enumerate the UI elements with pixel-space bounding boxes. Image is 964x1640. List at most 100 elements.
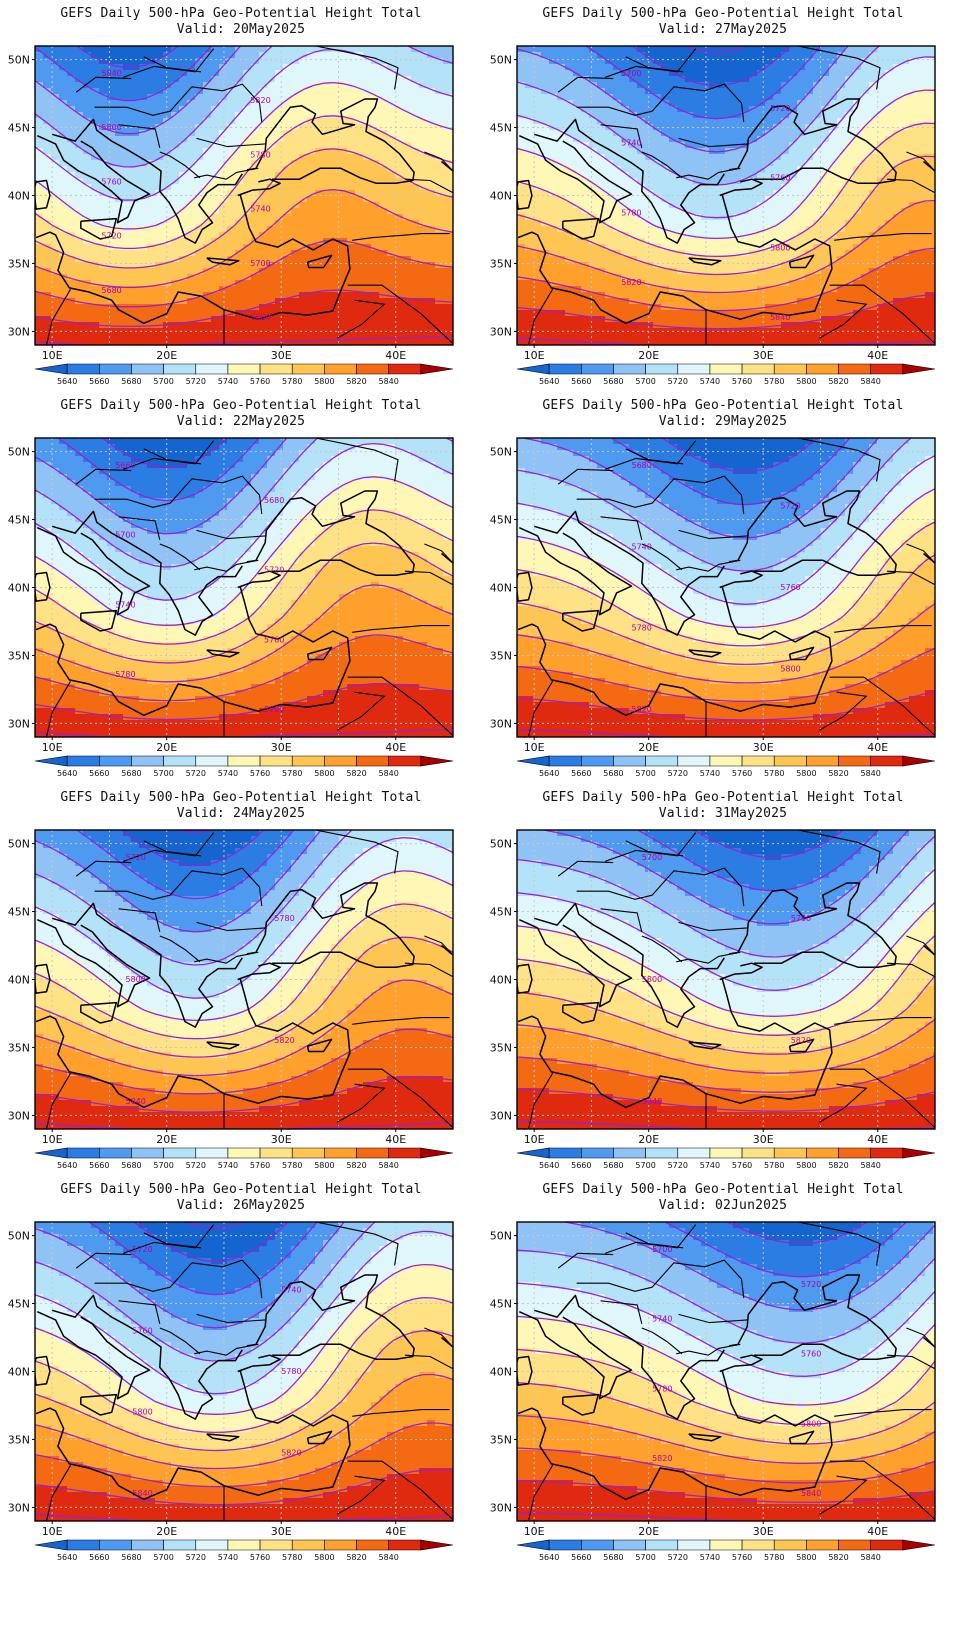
colorbar-swatch — [613, 1147, 646, 1159]
colorbar-swatch — [34, 363, 68, 375]
colorbar-label: 5800 — [796, 377, 816, 386]
contour-lines — [35, 830, 453, 1129]
panel-title: GEFS Daily 500-hPa Geo-Potential Height … — [482, 6, 964, 38]
contour-labels: 5840 5820 5800 5780 5760 5740 5720 5700 5680 5660 — [101, 69, 270, 322]
lon-tick-label: 40E — [385, 1525, 406, 1538]
contour-label: 5840 — [126, 1097, 146, 1106]
panel-valid-date: Valid: 29May2025 — [482, 414, 964, 430]
coastlines — [517, 882, 935, 1109]
colorbar-label: 5840 — [379, 1161, 399, 1170]
map-panel: 5720 5740 5760 5780 5800 5820 5840 50N 45N 40N 35N… — [0, 1176, 482, 1586]
map-panel: 5680 5720 5740 5760 5780 5800 5820 50N 45N 40N 35N… — [482, 392, 964, 802]
colorbar-swatch — [613, 363, 646, 375]
map-svg: 5700 5780 5800 5820 5840 50N 45N 40N 35N 30N 10E 20… — [490, 829, 936, 1170]
contour-label: 5800 — [264, 705, 284, 714]
panel-title: GEFS Daily 500-hPa Geo-Potential Height … — [0, 6, 482, 38]
panel-title-line: GEFS Daily 500-hPa Geo-Potential Height … — [482, 398, 964, 414]
colorbar-label: 5720 — [186, 1553, 206, 1562]
lat-tick-label: 40N — [490, 582, 512, 595]
colorbar-swatch — [516, 363, 550, 375]
lat-tick-label: 40N — [8, 1366, 30, 1379]
lon-tick-label: 30E — [271, 1525, 292, 1538]
colorbar-swatch — [548, 1147, 582, 1159]
contour-label: 5740 — [652, 1315, 672, 1324]
lat-tick-label: 30N — [490, 717, 512, 730]
colorbar-label: 5800 — [796, 1553, 816, 1562]
contour-label: 5760 — [770, 174, 790, 183]
lon-tick-label: 10E — [42, 1133, 63, 1146]
colorbar-swatch — [227, 363, 261, 375]
colorbar-swatch — [324, 1147, 357, 1159]
colorbar-swatch — [902, 363, 936, 375]
contour-label: 5680 — [264, 496, 284, 505]
colorbar-swatch — [870, 363, 904, 375]
colorbar: 5640 5660 5680 5700 5720 5740 5760 5780 5800 5820… — [516, 1539, 936, 1562]
colorbar-swatch — [548, 363, 582, 375]
contour-label: 5660 — [250, 313, 270, 322]
contour-label: 5800 — [126, 975, 146, 984]
colorbar-swatch — [163, 1147, 197, 1159]
colorbar-swatch — [902, 755, 936, 767]
lat-tick-label: 30N — [8, 325, 30, 338]
colorbar-label: 5720 — [668, 1553, 688, 1562]
lon-tick-label: 10E — [524, 1133, 545, 1146]
colorbar-swatch — [66, 363, 100, 375]
coastlines — [35, 1274, 453, 1501]
contour-label: 5660 — [115, 461, 135, 470]
colorbar-swatch — [548, 755, 582, 767]
colorbar-label: 5840 — [861, 769, 881, 778]
colorbar-label: 5760 — [732, 377, 752, 386]
colorbar-label: 5800 — [796, 1161, 816, 1170]
lat-tick-label: 35N — [8, 257, 30, 270]
colorbar-swatch — [163, 1539, 197, 1551]
colorbar-swatch — [741, 755, 775, 767]
contour-label: 5840 — [770, 313, 790, 322]
lat-tick-label: 35N — [490, 649, 512, 662]
colorbar-swatch — [34, 755, 68, 767]
colorbar-label: 5840 — [379, 769, 399, 778]
colorbar-label: 5640 — [57, 1161, 77, 1170]
colorbar-swatch — [741, 1539, 775, 1551]
contour-label: 5800 — [101, 123, 121, 132]
lat-tick-label: 40N — [8, 974, 30, 987]
colorbar-swatch — [741, 363, 775, 375]
colorbar-label: 5760 — [250, 769, 270, 778]
colorbar-label: 5740 — [700, 377, 720, 386]
colorbar-swatch — [677, 1539, 711, 1551]
colorbar-swatch — [195, 755, 229, 767]
contour-label: 5800 — [780, 664, 800, 673]
colorbar-swatch — [324, 1539, 357, 1551]
contour-lines — [517, 830, 935, 1129]
colorbar-swatch — [259, 1147, 293, 1159]
contour-label: 5740 — [281, 1286, 301, 1295]
colorbar-swatch — [806, 1147, 839, 1159]
contour-label: 5700 — [115, 531, 135, 540]
lat-tick-label: 50N — [490, 54, 512, 67]
country-borders — [45, 46, 453, 345]
panel-valid-date: Valid: 31May2025 — [482, 806, 964, 822]
colorbar-swatch — [773, 1539, 807, 1551]
colorbar-swatch — [838, 1539, 871, 1551]
colorbar-swatch — [709, 363, 743, 375]
colorbar-label: 5660 — [571, 377, 591, 386]
colorbar-swatch — [420, 755, 454, 767]
colorbar-swatch — [227, 1147, 261, 1159]
lon-tick-label: 40E — [867, 349, 888, 362]
colorbar-label: 5760 — [732, 769, 752, 778]
contour-label: 5780 — [621, 208, 641, 217]
colorbar-label: 5840 — [379, 1553, 399, 1562]
colorbar: 5640 5660 5680 5700 5720 5740 5760 5780 5800 5820… — [34, 1539, 454, 1562]
lon-tick-label: 20E — [638, 741, 659, 754]
lon-tick-label: 20E — [156, 741, 177, 754]
panel-valid-date: Valid: 26May2025 — [0, 1198, 482, 1214]
panel-title: GEFS Daily 500-hPa Geo-Potential Height … — [0, 790, 482, 822]
contour-label: 5760 — [780, 583, 800, 592]
contour-label: 5740 — [621, 139, 641, 148]
colorbar-label: 5700 — [153, 1553, 173, 1562]
colorbar-label: 5680 — [603, 377, 623, 386]
lon-tick-label: 30E — [271, 741, 292, 754]
filled-field — [517, 1222, 935, 1521]
coastlines — [35, 98, 453, 325]
lon-tick-label: 30E — [753, 1525, 774, 1538]
colorbar-label: 5700 — [635, 377, 655, 386]
